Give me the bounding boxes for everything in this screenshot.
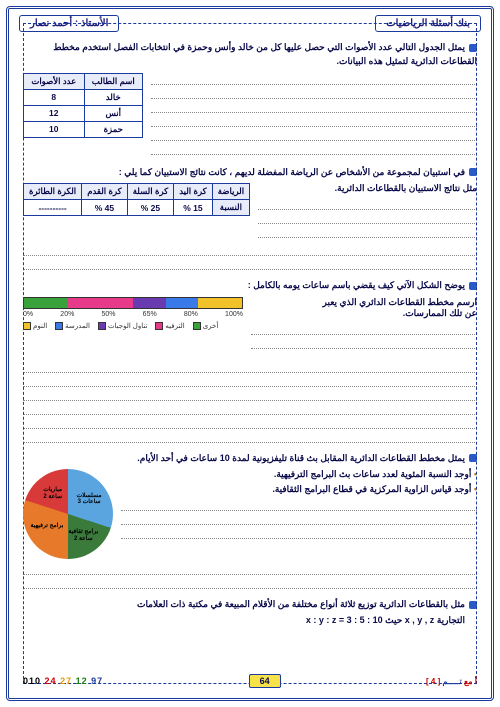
table-row: خالد8: [24, 89, 143, 105]
q4-text: يمثل مخطط القطاعات الدائرية المقابل بث ق…: [23, 451, 477, 465]
question-1: يمثل الجدول التالي عدد الأصوات التي حصل …: [23, 40, 477, 157]
table-row: حمزة10: [24, 121, 143, 137]
page-number: 64: [249, 674, 281, 688]
title-right: بنك أسئلة الرياضيات: [375, 15, 481, 32]
q1-text: يمثل الجدول التالي عدد الأصوات التي حصل …: [23, 40, 477, 69]
q1-answer-lines: [151, 73, 477, 157]
content-area: يمثل الجدول التالي عدد الأصوات التي حصل …: [13, 36, 487, 638]
q5-text: مثل بالقطاعات الدائرية توزيع ثلاثة أنواع…: [23, 597, 477, 611]
q1-table: اسم الطالبعدد الأصوات خالد8 أنس12 حمزة10: [23, 73, 143, 138]
question-3: يوضح الشكل الآتي كيف يقضي باسم ساعات يوم…: [23, 278, 477, 442]
page-footer: 010 24 27 12 97 64 أ مع تـــــم [ 4 ]: [23, 674, 477, 688]
question-4: يمثل مخطط القطاعات الدائرية المقابل بث ق…: [23, 451, 477, 589]
q4-pie-chart: مسلسلات3 ساعاتبرامج ثقافية2 ساعةبرامج تر…: [23, 469, 113, 559]
q3-text: يوضح الشكل الآتي كيف يقضي باسم ساعات يوم…: [23, 278, 477, 292]
phone-number: 010 24 27 12 97: [23, 676, 103, 686]
brand-mark: أ مع تـــــم [ 4 ]: [426, 677, 477, 686]
page-header: بنك أسئلة الرياضيات الأستاذ : أحمد نصار: [13, 13, 487, 36]
q2-table: الرياضة كرة اليد كرة السلة كرة القدم الك…: [23, 183, 250, 216]
q2-sub: مثل نتائج الاستبيان بالقطاعات الدائرية.: [258, 183, 477, 194]
q2-text: في استبيان لمجموعة من الأشخاص عن الرياضة…: [23, 165, 477, 179]
question-5: مثل بالقطاعات الدائرية توزيع ثلاثة أنواع…: [23, 597, 477, 626]
q3-bar-chart: 0%20%50%65%80%100% النومالمدرسةتناول الو…: [23, 297, 243, 357]
table-row: أنس12: [24, 105, 143, 121]
title-left: الأستاذ : أحمد نصار: [19, 15, 119, 32]
question-2: في استبيان لمجموعة من الأشخاص عن الرياضة…: [23, 165, 477, 270]
